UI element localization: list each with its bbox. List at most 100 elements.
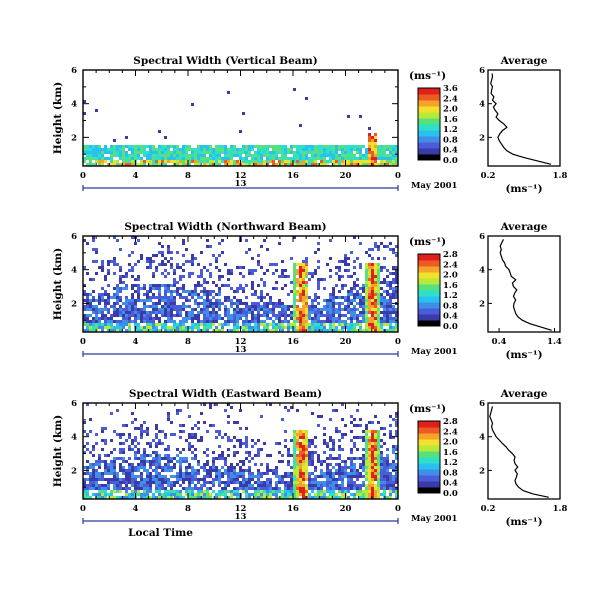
heatmap-cell [242, 290, 245, 293]
heatmap-cell [95, 323, 98, 326]
heatmap-cell [332, 148, 335, 151]
heatmap-cell [368, 136, 371, 139]
heatmap-cell [320, 323, 323, 326]
heatmap-cell [284, 151, 287, 154]
heatmap-cell [119, 311, 122, 314]
heatmap-cell [305, 160, 308, 163]
heatmap-cell [380, 311, 383, 314]
heatmap-cell [239, 445, 242, 448]
heatmap-cell [158, 151, 161, 154]
heatmap-cell [338, 472, 341, 475]
heatmap-cell [365, 451, 368, 454]
heatmap-cell [350, 415, 353, 418]
heatmap-cell [377, 245, 380, 248]
heatmap-cell [257, 302, 260, 305]
heatmap-cell [176, 266, 179, 269]
heatmap-cell [365, 278, 368, 281]
heatmap-cell [248, 472, 251, 475]
heatmap-cell [248, 326, 251, 329]
heatmap-cell [173, 326, 176, 329]
heatmap-cell [350, 326, 353, 329]
heatmap-cell [299, 463, 302, 466]
heatmap-cell [284, 326, 287, 329]
heatmap-cell [302, 263, 305, 266]
heatmap-cell [368, 451, 371, 454]
heatmap-cell [125, 472, 128, 475]
heatmap-cell [137, 308, 140, 311]
heatmap-cell [371, 281, 374, 284]
heatmap-cell [221, 454, 224, 457]
heatmap-cell [203, 157, 206, 160]
heatmap-cell [122, 275, 125, 278]
heatmap-cell [161, 311, 164, 314]
heatmap-cell [161, 308, 164, 311]
heatmap-cell [203, 493, 206, 496]
heatmap-cell [203, 469, 206, 472]
heatmap-cell [230, 320, 233, 323]
heatmap-cell [176, 157, 179, 160]
heatmap-cell [359, 472, 362, 475]
heatmap-cell [317, 151, 320, 154]
x-tick-label: 4 [133, 504, 139, 514]
heatmap-cell [176, 314, 179, 317]
heatmap-cell [116, 433, 119, 436]
heatmap-cell [209, 487, 212, 490]
heatmap-cell [167, 154, 170, 157]
heatmap-cell [341, 484, 344, 487]
heatmap-cell [92, 475, 95, 478]
heatmap-cell [359, 323, 362, 326]
heatmap-cell [365, 454, 368, 457]
heatmap-cell [233, 311, 236, 314]
heatmap-cell [272, 151, 275, 154]
heatmap-cell [146, 496, 149, 499]
heatmap-cell [365, 317, 368, 320]
heatmap-cell [188, 160, 191, 163]
heatmap-cell [392, 445, 395, 448]
heatmap-cell [227, 415, 230, 418]
heatmap-cell [350, 451, 353, 454]
heatmap-cell [245, 478, 248, 481]
heatmap-cell [161, 481, 164, 484]
heatmap-cell [314, 163, 317, 166]
heatmap-cell [296, 263, 299, 266]
heatmap-cell [263, 163, 266, 166]
heatmap-cell [92, 145, 95, 148]
heatmap-cell [371, 484, 374, 487]
heatmap-cell [200, 296, 203, 299]
heatmap-cell [242, 148, 245, 151]
heatmap-cell [293, 281, 296, 284]
heatmap-cell [242, 275, 245, 278]
heatmap-cell [122, 326, 125, 329]
heatmap-cell [389, 317, 392, 320]
heatmap-cell [146, 151, 149, 154]
heatmap-cell [212, 317, 215, 320]
heatmap-cell [311, 157, 314, 160]
heatmap-cell [128, 448, 131, 451]
heatmap-cell [86, 163, 89, 166]
heatmap-cell [332, 487, 335, 490]
heatmap-cell [107, 493, 110, 496]
heatmap-cell [98, 311, 101, 314]
heatmap-cell [92, 260, 95, 263]
heatmap-cell [251, 311, 254, 314]
average-y-tick-label: 4 [479, 100, 485, 110]
average-profile-line [489, 406, 549, 498]
heatmap-cell [122, 148, 125, 151]
heatmap-cell [206, 454, 209, 457]
heatmap-cell [272, 160, 275, 163]
heatmap-cell [179, 457, 182, 460]
heatmap-cell [98, 163, 101, 166]
heatmap-cell [374, 245, 377, 248]
colorbar-tick-label: 0.4 [443, 312, 458, 322]
colorbar-swatch [418, 457, 440, 464]
heatmap-cell [293, 496, 296, 499]
heatmap-cell [371, 320, 374, 323]
heatmap-cell [155, 163, 158, 166]
heatmap-cell [119, 275, 122, 278]
heatmap-cell [89, 302, 92, 305]
heatmap-cell [152, 284, 155, 287]
heatmap-cell [89, 320, 92, 323]
heatmap-cell [344, 269, 347, 272]
heatmap-cell [323, 493, 326, 496]
heatmap-cell [212, 157, 215, 160]
